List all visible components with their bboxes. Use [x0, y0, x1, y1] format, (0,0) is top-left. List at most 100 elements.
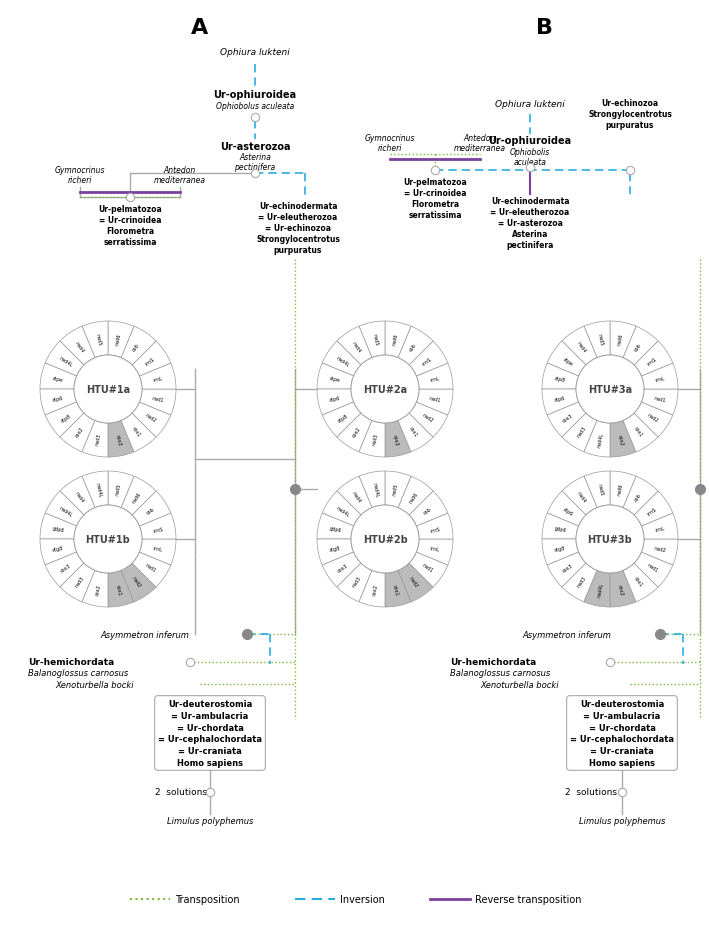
Text: nad6: nad6	[131, 491, 142, 504]
Wedge shape	[409, 492, 448, 526]
Text: HTU#3a: HTU#3a	[588, 384, 632, 394]
Text: Ur-deuterostomia
= Ur-ambulacria
= Ur-chordata
= Ur-cephalochordata
= Ur-craniat: Ur-deuterostomia = Ur-ambulacria = Ur-ch…	[570, 699, 674, 767]
Wedge shape	[547, 403, 586, 438]
Wedge shape	[398, 477, 433, 515]
Text: cox2: cox2	[616, 433, 623, 445]
Text: B: B	[537, 18, 554, 38]
Text: nad4L: nad4L	[596, 432, 604, 447]
Text: Ur-echinozoa
Strongylocentrotus
purpuratus: Ur-echinozoa Strongylocentrotus purpurat…	[588, 98, 672, 130]
Text: cob: cob	[132, 342, 141, 353]
Text: nad4L: nad4L	[596, 582, 604, 598]
Text: Ophiobolus aculeata: Ophiobolus aculeata	[216, 102, 294, 110]
Wedge shape	[132, 403, 171, 438]
Text: nad2: nad2	[421, 412, 434, 423]
Text: Gymnocrinus
richeri: Gymnocrinus richeri	[55, 165, 105, 185]
Wedge shape	[385, 421, 411, 458]
Wedge shape	[584, 471, 610, 508]
Wedge shape	[40, 513, 77, 539]
Wedge shape	[584, 421, 610, 458]
Text: nad3: nad3	[94, 433, 101, 446]
Wedge shape	[121, 327, 156, 366]
Wedge shape	[317, 539, 354, 565]
Text: Ophiura lukteni: Ophiura lukteni	[220, 48, 290, 57]
Wedge shape	[642, 390, 678, 416]
Text: nad4L: nad4L	[335, 505, 350, 518]
Wedge shape	[121, 477, 156, 515]
Text: Ur-asterozoa: Ur-asterozoa	[220, 142, 290, 152]
Text: gdp6: gdp6	[51, 526, 65, 534]
Wedge shape	[547, 342, 586, 377]
Wedge shape	[82, 322, 108, 358]
Wedge shape	[542, 513, 579, 539]
Wedge shape	[634, 492, 673, 526]
Text: nad4L: nad4L	[94, 482, 102, 497]
Wedge shape	[642, 513, 678, 539]
Wedge shape	[140, 513, 176, 539]
Text: cob: cob	[409, 342, 418, 353]
Text: nad1: nad1	[152, 396, 164, 403]
Text: Transposition: Transposition	[175, 894, 240, 904]
Wedge shape	[398, 414, 433, 452]
Text: nad6: nad6	[391, 333, 398, 346]
Circle shape	[576, 355, 644, 423]
Text: nad4: nad4	[351, 491, 362, 504]
Text: nad5: nad5	[596, 333, 603, 346]
Wedge shape	[322, 403, 361, 438]
Wedge shape	[45, 552, 84, 587]
Wedge shape	[40, 390, 77, 416]
Text: Balanoglossus carnosus: Balanoglossus carnosus	[450, 668, 550, 677]
Wedge shape	[317, 513, 354, 539]
Text: cob: cob	[634, 492, 643, 502]
Text: Asymmetron inferum: Asymmetron inferum	[522, 630, 611, 638]
Text: cob: cob	[634, 342, 643, 353]
Wedge shape	[634, 342, 673, 377]
Wedge shape	[317, 364, 354, 390]
Wedge shape	[562, 414, 597, 452]
Wedge shape	[132, 342, 171, 377]
Text: nad5: nad5	[372, 333, 379, 346]
Wedge shape	[634, 403, 673, 438]
Wedge shape	[562, 327, 597, 366]
Text: atg8: atg8	[554, 546, 566, 553]
Wedge shape	[45, 403, 84, 438]
Wedge shape	[623, 477, 658, 515]
Text: Asymmetron inferum: Asymmetron inferum	[100, 630, 189, 638]
Circle shape	[351, 506, 419, 574]
Text: Ur-hemichordata: Ur-hemichordata	[450, 657, 536, 666]
Wedge shape	[121, 414, 156, 452]
Wedge shape	[385, 322, 411, 358]
Text: nad5: nad5	[114, 483, 122, 496]
Text: rrnL: rrnL	[430, 376, 440, 383]
Circle shape	[74, 506, 142, 574]
Wedge shape	[82, 571, 108, 607]
Text: atpe: atpe	[52, 376, 64, 383]
Text: HTU#2a: HTU#2a	[363, 384, 407, 394]
Text: nad3: nad3	[576, 425, 587, 438]
Text: atg8: atg8	[329, 546, 341, 553]
Text: nad1: nad1	[144, 562, 157, 574]
Text: atp8: atp8	[554, 376, 566, 383]
Text: Reverse transposition: Reverse transposition	[475, 894, 581, 904]
Text: rrnS: rrnS	[152, 526, 164, 533]
Text: atp8: atp8	[337, 413, 349, 423]
Wedge shape	[610, 322, 636, 358]
Text: Ur-pelmatozoa
= Ur-crinoidea
Florometra
serratissima: Ur-pelmatozoa = Ur-crinoidea Florometra …	[98, 205, 162, 247]
Text: HTU#1a: HTU#1a	[86, 384, 130, 394]
Text: nad4: nad4	[351, 341, 362, 354]
Text: atpe: atpe	[562, 356, 574, 367]
Wedge shape	[60, 477, 95, 515]
Text: cox3: cox3	[337, 562, 349, 573]
Text: nad1: nad1	[421, 562, 434, 574]
Wedge shape	[60, 327, 95, 366]
Text: rrnL: rrnL	[152, 376, 163, 383]
Text: cox2: cox2	[74, 426, 85, 438]
Wedge shape	[45, 342, 84, 377]
Text: A: A	[191, 18, 208, 38]
Text: atp8: atp8	[60, 413, 72, 423]
Wedge shape	[416, 539, 453, 565]
Text: nad3: nad3	[74, 575, 85, 588]
Text: Xenoturbella bocki: Xenoturbella bocki	[480, 680, 559, 689]
Text: cox1: cox1	[408, 426, 418, 438]
Text: cob: cob	[423, 507, 432, 516]
Text: Ophiura lukteni: Ophiura lukteni	[495, 100, 565, 109]
